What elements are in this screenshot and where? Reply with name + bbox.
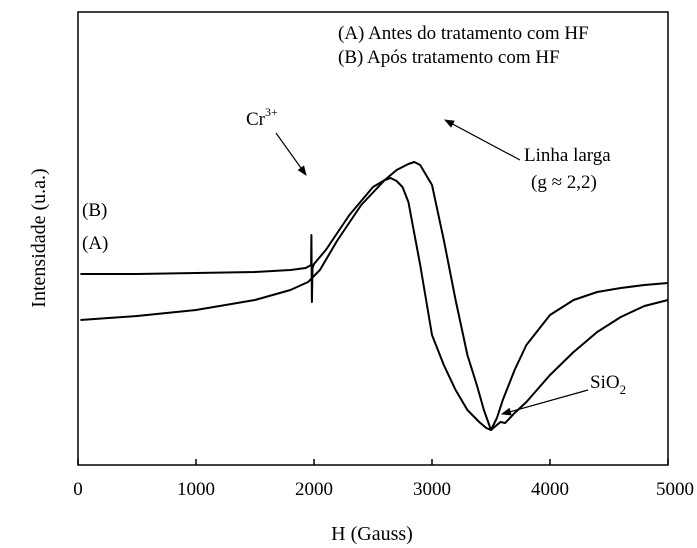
x-tick-label: 0 [73, 479, 83, 500]
annotation-cr3-text: Cr [246, 109, 266, 130]
annotation-sio2-subscript: 2 [620, 382, 627, 397]
annotation-sio2-text: SiO [590, 372, 620, 393]
x-tick-label: 4000 [531, 479, 569, 500]
annotation-g-value: (g ≈ 2,2) [531, 172, 597, 193]
series-group [80, 161, 669, 431]
curve-label-a: (A) [82, 233, 108, 254]
annotation-linha-larga: Linha larga [524, 145, 611, 166]
series-line-a [80, 161, 669, 431]
x-tick-label: 3000 [413, 479, 451, 500]
annotation-sio2-arrow [501, 389, 589, 416]
x-tick-label: 1000 [177, 479, 215, 500]
x-tick-label: 5000 [656, 479, 694, 500]
legend-entry-b: (B) Após tratamento com HF [338, 47, 560, 68]
x-tick-label: 2000 [295, 479, 333, 500]
annotation-cr3-arrow [275, 132, 307, 176]
legend-entry-a: (A) Antes do tratamento com HF [338, 23, 589, 44]
plot-frame [77, 11, 669, 466]
annotation-cr3-superscript: 3+ [265, 105, 278, 119]
x-axis-tick-labels: 0 1000 2000 3000 4000 5000 [73, 479, 694, 500]
y-axis-title: Intensidade (u.a.) [28, 168, 50, 307]
series-line-b [80, 177, 669, 431]
x-axis-title: H (Gauss) [331, 523, 413, 545]
curve-label-b: (B) [82, 200, 107, 221]
annotation-linha-larga-arrow [444, 119, 521, 161]
x-axis-ticks [77, 459, 669, 465]
annotation-sio2: SiO2 [590, 372, 626, 397]
annotation-cr3: Cr3+ [246, 105, 278, 130]
